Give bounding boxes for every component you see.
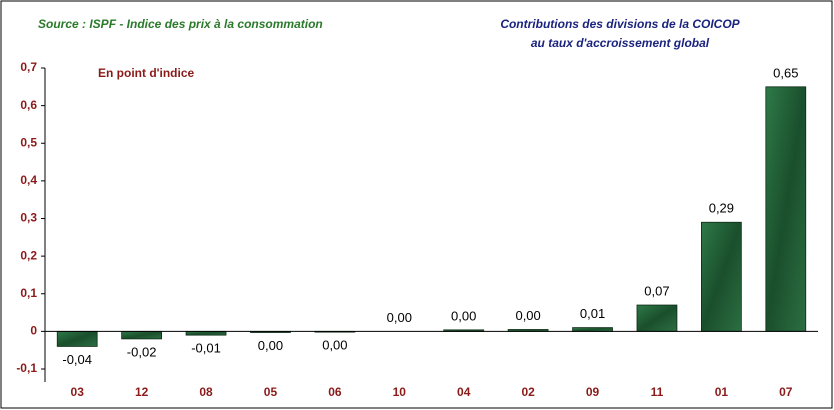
x-tick-label: 07 [779, 385, 793, 399]
data-label: 0,00 [258, 338, 283, 353]
data-label: 0,00 [322, 338, 347, 353]
x-tick-label: 05 [264, 385, 278, 399]
chart-subtitle: au taux d'accroissement global [531, 36, 710, 50]
y-tick-label: 0,5 [20, 135, 37, 149]
y-tick-label: 0,6 [20, 98, 37, 112]
x-tick-label: 02 [521, 385, 535, 399]
data-label: 0,29 [709, 201, 734, 216]
bar [121, 330, 162, 340]
x-tick-label: 10 [393, 385, 407, 399]
x-tick-label: 11 [651, 385, 664, 399]
bar [701, 221, 742, 332]
x-tick-label: 06 [328, 385, 342, 399]
data-label: 0,00 [387, 310, 412, 325]
data-label: -0,02 [127, 344, 157, 359]
bar [185, 330, 227, 336]
data-label: 0,65 [773, 65, 798, 80]
x-tick-label: 01 [715, 385, 729, 399]
data-label: -0,04 [62, 352, 92, 367]
data-label: 0,00 [451, 308, 476, 323]
data-label: 0,01 [580, 306, 605, 321]
bar [56, 330, 98, 347]
y-tick-label: 0,3 [20, 211, 37, 225]
annotation: En point d'indice [98, 66, 195, 80]
y-tick-label: 0,7 [20, 60, 37, 74]
x-tick-label: 04 [457, 385, 471, 399]
y-tick-label: 0,2 [20, 248, 37, 262]
y-tick-label: 0,1 [20, 286, 37, 300]
bar [636, 304, 678, 332]
bar [765, 86, 807, 332]
data-label: 0,07 [644, 283, 669, 298]
source: Source : ISPF - Indice des prix à la con… [38, 17, 323, 31]
y-tick-label: 0 [30, 324, 37, 338]
data-label: -0,01 [191, 341, 221, 356]
y-tick-label: -0,1 [16, 361, 37, 375]
x-tick-label: 08 [199, 385, 213, 399]
chart-title: Contributions des divisions de la COICOP [500, 17, 740, 31]
x-tick-label: 12 [135, 385, 149, 399]
bar [572, 327, 613, 332]
data-label: 0,00 [515, 308, 540, 323]
x-tick-label: 09 [586, 385, 600, 399]
x-tick-label: 03 [71, 385, 85, 399]
y-tick-label: 0,4 [20, 173, 37, 187]
